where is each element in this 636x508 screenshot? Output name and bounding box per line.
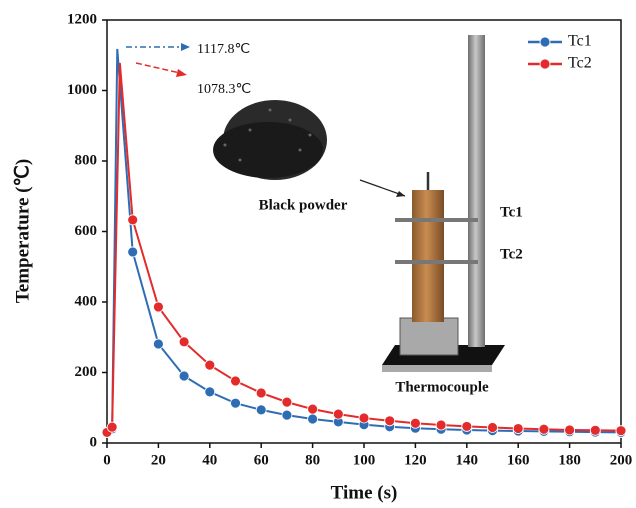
legend-marker: [539, 58, 551, 70]
data-point: [230, 375, 241, 387]
data-point: [615, 425, 627, 437]
powder-specks: [223, 108, 312, 162]
data-point: [281, 409, 293, 421]
pole: [468, 35, 485, 347]
x-tick-label: 80: [305, 452, 320, 468]
y-tick-label: 800: [75, 152, 98, 168]
base-edge: [382, 365, 492, 372]
y-tick-label: 200: [75, 364, 98, 380]
annotation: Thermocouple: [395, 379, 489, 395]
annotation: 1078.3℃: [197, 82, 251, 97]
powder: [213, 122, 323, 178]
data-point: [152, 301, 164, 313]
x-tick-label: 200: [610, 452, 633, 468]
sample: [412, 190, 444, 322]
annotation-arrowhead: [176, 69, 187, 77]
data-point: [152, 338, 164, 350]
x-tick-label: 180: [558, 452, 581, 468]
annotation: Tc1: [500, 204, 523, 220]
y-tick-label: 400: [75, 293, 98, 309]
y-tick-label: 1200: [67, 11, 97, 27]
data-point: [255, 404, 267, 416]
rod: [395, 218, 478, 222]
y-tick-label: 1000: [67, 82, 97, 98]
legend-label: Tc1: [568, 33, 592, 50]
data-point: [204, 359, 216, 371]
x-tick-label: 100: [353, 452, 376, 468]
data-point: [384, 415, 396, 427]
x-tick-label: 120: [404, 452, 427, 468]
x-tick-label: 140: [456, 452, 479, 468]
data-point: [538, 423, 550, 435]
data-point: [127, 246, 139, 258]
annotation: 1117.8℃: [197, 42, 250, 57]
data-point: [564, 424, 575, 436]
rod: [395, 260, 478, 264]
pointer: [359, 179, 406, 197]
data-point: [487, 422, 498, 433]
data-point: [461, 421, 473, 432]
annotation: Black powder: [259, 197, 348, 213]
data-point: [332, 408, 344, 420]
x-tick-label: 20: [151, 452, 166, 468]
data-point: [255, 387, 267, 399]
data-point: [589, 424, 601, 436]
data-point: [178, 336, 190, 348]
y-tick-label: 600: [75, 223, 98, 239]
block: [399, 317, 459, 356]
annotation: Tc2: [500, 246, 523, 262]
legend-label: Tc2: [568, 55, 592, 72]
x-axis-title: Time (s): [331, 482, 398, 503]
x-tick-label: 160: [507, 452, 530, 468]
legend-marker: [539, 36, 551, 48]
annotation-arrow: [135, 62, 181, 74]
x-tick-label: 40: [202, 452, 217, 468]
data-point: [178, 370, 190, 382]
data-point: [204, 386, 216, 398]
y-tick-label: 0: [90, 434, 98, 450]
data-point: [512, 423, 524, 434]
data-point: [409, 417, 421, 429]
pointer-head: [396, 191, 405, 197]
data-point: [435, 419, 447, 431]
x-tick-label: 0: [103, 452, 111, 468]
data-point: [230, 397, 241, 409]
data-point: [358, 412, 370, 424]
illustration: [213, 35, 505, 372]
data-point: [307, 413, 319, 425]
data-point: [127, 214, 139, 226]
annotation-arrowhead: [181, 43, 190, 51]
x-tick-label: 60: [254, 452, 269, 468]
data-point: [281, 396, 293, 408]
data-point: [106, 421, 118, 433]
data-point: [307, 403, 319, 415]
y-axis-title: Temperature (℃): [12, 159, 33, 303]
